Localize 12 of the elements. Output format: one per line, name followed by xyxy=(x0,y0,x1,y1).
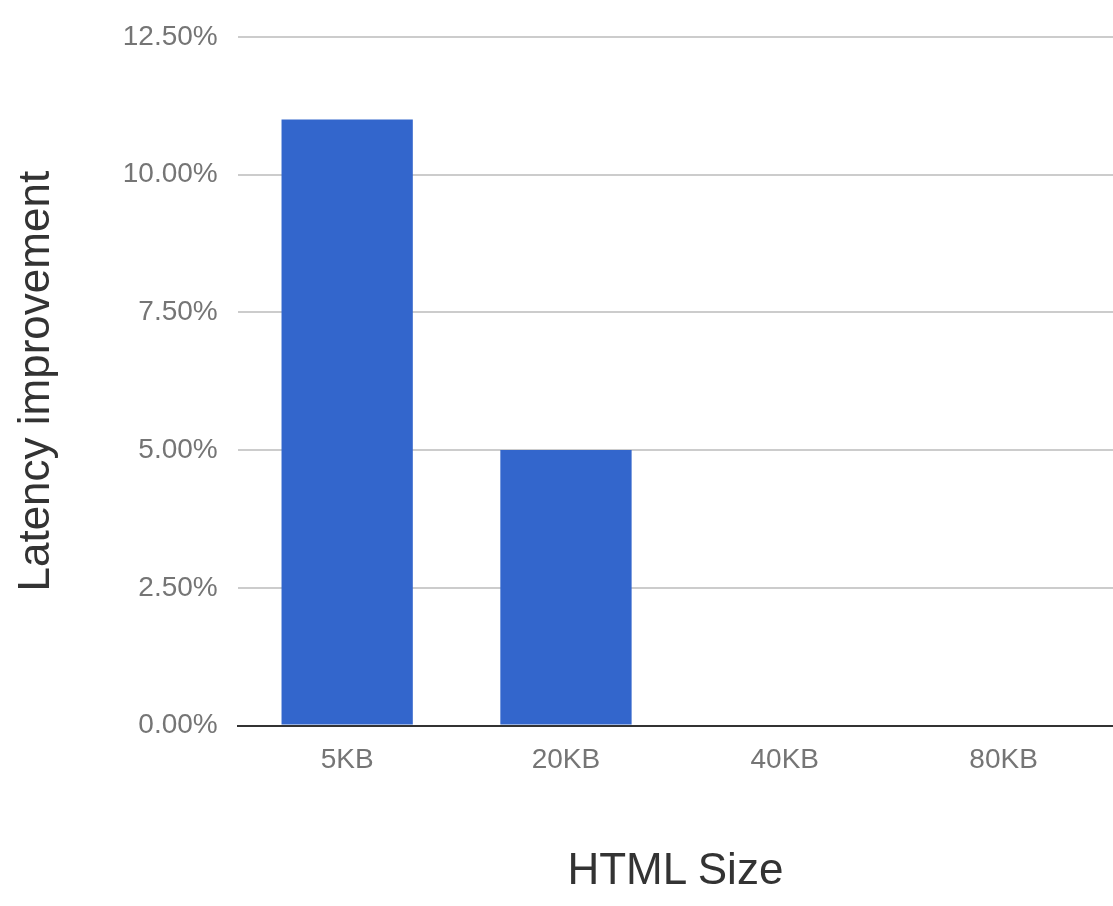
y-tick-label: 12.50% xyxy=(122,19,218,51)
x-tick-label: 20KB xyxy=(531,743,601,775)
x-tick-label: 80KB xyxy=(969,743,1038,775)
y-tick-label: 10.00% xyxy=(122,157,218,189)
y-tick-label: 7.50% xyxy=(138,295,218,327)
x-axis-title: HTML Size xyxy=(567,843,784,893)
y-tick-label: 5.00% xyxy=(138,432,218,464)
x-tick-label: 40KB xyxy=(750,743,820,775)
y-tick-label: 2.50% xyxy=(138,570,218,602)
y-axis-title: Latency improvement xyxy=(8,170,58,592)
x-tick-label: 5KB xyxy=(320,743,374,775)
y-tick-label: 0.00% xyxy=(138,708,218,740)
